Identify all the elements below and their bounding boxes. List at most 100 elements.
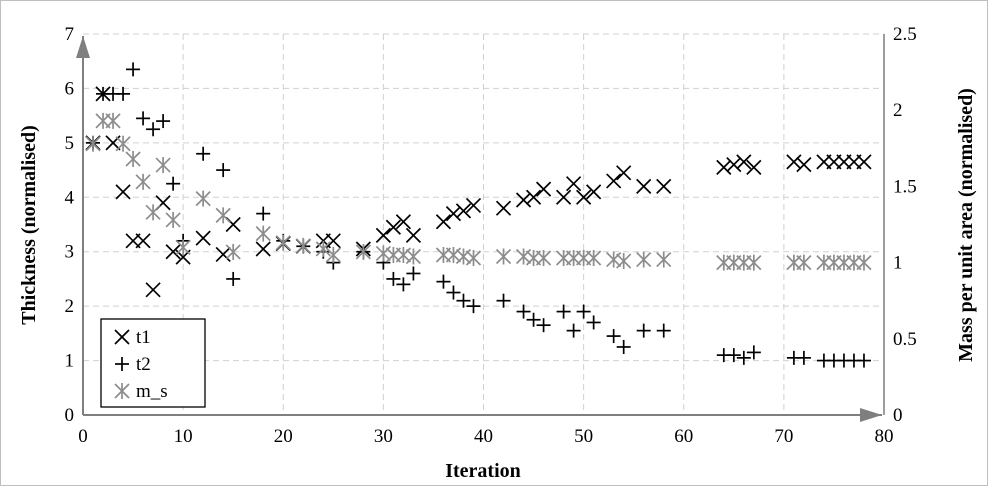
- data-point-t1: [325, 233, 341, 249]
- x-tick-labels: 0 10 20 30 40 50 60 70 80: [78, 426, 893, 447]
- data-point-t2: [396, 277, 411, 292]
- data-point-m_s: [495, 248, 512, 265]
- data-point-t1: [375, 227, 391, 243]
- data-point-t1: [115, 184, 131, 200]
- data-point-t1: [195, 230, 211, 246]
- data-point-t2: [736, 350, 751, 365]
- y2-tick-label: 2.5: [893, 24, 917, 45]
- data-point-m_s: [85, 135, 101, 152]
- data-point-t1: [165, 244, 181, 260]
- y-tick-label: 2: [65, 296, 75, 317]
- data-point-m_s: [636, 251, 652, 268]
- data-point-t2: [746, 345, 761, 360]
- data-point-t2: [456, 293, 471, 308]
- data-point-t2: [726, 348, 741, 363]
- legend-label-m_s: m_s: [136, 381, 168, 402]
- data-point-m_s: [325, 246, 341, 263]
- x-axis-arrow: [860, 408, 882, 422]
- data-point-t1: [525, 189, 542, 205]
- data-point-t2: [856, 353, 871, 368]
- data-point-t2: [496, 293, 511, 308]
- data-point-t2: [576, 304, 591, 319]
- data-point-t1: [405, 227, 422, 243]
- data-point-t1: [856, 154, 872, 170]
- x-tick-label: 10: [174, 426, 193, 447]
- y-axis-title: Thickness (normalised): [18, 125, 40, 324]
- legend-marker-m_s: [114, 383, 130, 399]
- data-point-m_s: [255, 225, 271, 242]
- data-point-t2: [796, 350, 811, 365]
- data-point-m_s: [856, 254, 872, 271]
- data-point-m_s: [535, 250, 552, 267]
- data-point-m_s: [225, 243, 241, 260]
- data-point-t2: [616, 339, 631, 354]
- data-point-t2: [466, 299, 481, 314]
- data-point-t1: [495, 200, 512, 216]
- data-point-t1: [145, 282, 161, 298]
- data-point-t2: [196, 146, 211, 161]
- legend-label-t2: t2: [136, 354, 151, 375]
- data-point-t2: [606, 329, 621, 344]
- x-tick-label: 80: [875, 426, 894, 447]
- data-point-t1: [796, 157, 812, 173]
- y2-tick-label: 1: [893, 253, 903, 274]
- data-point-t1: [566, 176, 582, 192]
- data-point-t2: [556, 304, 571, 319]
- x-tick-label: 20: [274, 426, 293, 447]
- data-point-t2: [566, 323, 581, 338]
- data-point-t2: [386, 271, 401, 286]
- data-point-t2: [446, 285, 461, 300]
- data-point-t1: [445, 206, 462, 222]
- y2-tick-label: 2: [893, 100, 903, 121]
- data-point-t1: [465, 197, 482, 214]
- y-axis-arrow: [76, 36, 90, 58]
- y2-tick-label: 0.5: [893, 329, 917, 350]
- data-point-m_s: [165, 211, 181, 228]
- data-point-t2: [516, 304, 531, 319]
- data-point-m_s: [155, 157, 171, 174]
- data-point-t2: [156, 114, 171, 129]
- data-point-m_s: [135, 173, 151, 190]
- data-point-t2: [216, 163, 231, 178]
- x-tick-label: 60: [674, 426, 693, 447]
- data-point-t1: [555, 189, 572, 205]
- data-point-t2: [656, 323, 671, 338]
- data-point-t2: [406, 266, 421, 281]
- data-point-t2: [586, 315, 601, 330]
- data-point-t1: [786, 154, 802, 170]
- data-point-t2: [536, 318, 551, 333]
- data-point-m_s: [215, 207, 231, 224]
- legend-label-t1: t1: [136, 327, 151, 348]
- data-point-t1: [576, 189, 592, 205]
- data-point-t2: [636, 323, 651, 338]
- data-point-m_s: [115, 135, 131, 152]
- data-point-m_s: [175, 239, 191, 256]
- data-point-m_s: [125, 150, 141, 167]
- series-m_s: [85, 112, 872, 271]
- data-point-t1: [455, 203, 472, 219]
- data-point-t2: [146, 122, 161, 137]
- data-point-m_s: [405, 248, 422, 265]
- data-point-t1: [135, 233, 151, 249]
- data-point-t2: [126, 62, 141, 77]
- data-point-m_s: [195, 190, 211, 207]
- y-tick-labels: 0 1 2 3 4 5 6 7: [65, 24, 75, 426]
- data-point-t1: [716, 159, 732, 175]
- legend: t1 t2 m_s: [100, 318, 206, 408]
- data-point-t2: [436, 274, 451, 289]
- x-tick-label: 40: [474, 426, 493, 447]
- data-point-t1: [586, 184, 602, 200]
- y-tick-label: 7: [65, 24, 75, 45]
- data-point-t1: [746, 159, 762, 175]
- x-axis-title: Iteration: [445, 460, 521, 482]
- y2-tick-label: 1.5: [893, 176, 917, 197]
- x-tick-label: 0: [78, 426, 88, 447]
- data-point-t1: [616, 165, 632, 181]
- y-tick-label: 4: [65, 187, 75, 208]
- data-points: [85, 62, 872, 368]
- data-point-m_s: [746, 254, 762, 271]
- data-point-t1: [726, 157, 742, 173]
- data-point-t1: [736, 154, 752, 170]
- y-tick-label: 6: [65, 78, 75, 99]
